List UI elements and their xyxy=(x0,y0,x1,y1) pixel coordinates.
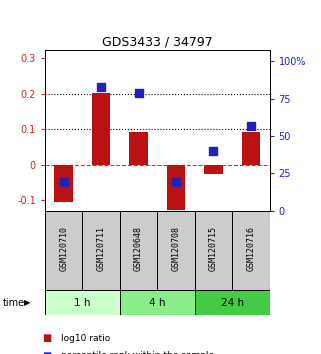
Title: GDS3433 / 34797: GDS3433 / 34797 xyxy=(102,35,213,48)
Bar xyxy=(157,211,195,290)
Bar xyxy=(45,211,82,290)
Bar xyxy=(120,290,195,315)
Text: ■: ■ xyxy=(42,333,51,343)
Text: ▶: ▶ xyxy=(24,298,31,307)
Text: 1 h: 1 h xyxy=(74,298,91,308)
Bar xyxy=(195,211,232,290)
Text: percentile rank within the sample: percentile rank within the sample xyxy=(61,351,214,354)
Bar xyxy=(204,165,223,174)
Text: GSM120715: GSM120715 xyxy=(209,226,218,272)
Bar xyxy=(54,165,73,202)
Text: time: time xyxy=(3,298,25,308)
Text: 4 h: 4 h xyxy=(149,298,166,308)
Bar xyxy=(92,93,110,165)
Text: GSM120648: GSM120648 xyxy=(134,226,143,272)
Point xyxy=(173,179,178,185)
Text: GSM120708: GSM120708 xyxy=(171,226,180,272)
Point xyxy=(248,123,254,129)
Bar xyxy=(242,132,260,165)
Text: log10 ratio: log10 ratio xyxy=(61,333,110,343)
Point xyxy=(99,84,104,90)
Text: 24 h: 24 h xyxy=(221,298,244,308)
Point xyxy=(211,148,216,154)
Bar xyxy=(120,211,157,290)
Text: GSM120711: GSM120711 xyxy=(97,226,106,272)
Bar xyxy=(232,211,270,290)
Point xyxy=(136,90,141,96)
Point xyxy=(61,179,66,185)
Bar xyxy=(82,211,120,290)
Bar xyxy=(167,165,185,210)
Text: ■: ■ xyxy=(42,351,51,354)
Bar xyxy=(45,290,120,315)
Text: GSM120716: GSM120716 xyxy=(247,226,256,272)
Bar xyxy=(195,290,270,315)
Bar xyxy=(129,132,148,165)
Text: GSM120710: GSM120710 xyxy=(59,226,68,272)
